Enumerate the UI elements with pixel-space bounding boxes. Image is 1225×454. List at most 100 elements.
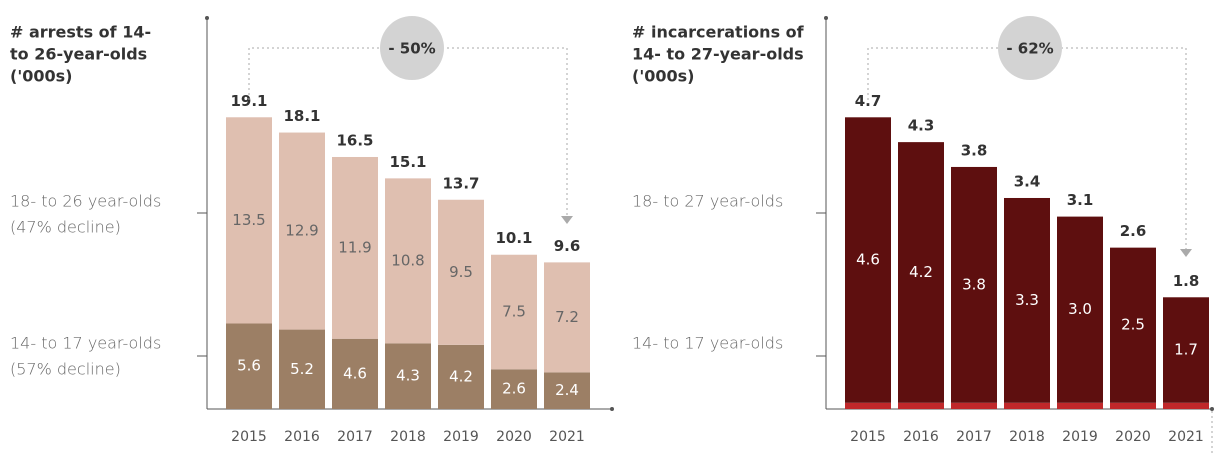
axis-dot (205, 16, 209, 20)
segment-label: 2.6 (502, 380, 526, 398)
bar-segment (845, 117, 891, 403)
total-label: 9.6 (554, 237, 581, 255)
annotation: - 62% (1006, 40, 1053, 58)
x-tick-label: 2019 (443, 429, 479, 445)
total-label: 4.7 (855, 92, 882, 110)
bar-segment (1057, 402, 1103, 409)
total-label: 4.3 (908, 117, 935, 135)
segment-label: 4.6 (856, 251, 880, 269)
chart-title: ('000s) (632, 67, 694, 86)
chart-title: # incarcerations of (632, 23, 805, 42)
bar-segment (491, 254, 537, 370)
total-label: 13.7 (442, 174, 479, 192)
bar-segment (491, 369, 537, 409)
x-tick-label: 2020 (496, 429, 532, 445)
x-tick-label: 2015 (850, 429, 886, 445)
bar-segment (226, 117, 272, 324)
total-label: 3.4 (1014, 172, 1041, 190)
arrow (1180, 249, 1192, 257)
segment-label: 7.5 (502, 303, 526, 321)
segment-label: 3.8 (962, 275, 986, 293)
legend-note: (47% decline) (10, 218, 121, 237)
segment-label: 2.5 (1121, 316, 1145, 334)
total-label: 3.8 (961, 141, 988, 159)
bar-segment (332, 156, 378, 339)
segment-label: 2.4 (555, 381, 579, 399)
axis-dot (610, 407, 614, 411)
segment-label: 5.6 (237, 357, 261, 375)
legend-label: 18- to 26 year-olds (10, 192, 161, 211)
bar-segment (1110, 402, 1156, 409)
segment-label: 10.8 (391, 251, 424, 269)
bar-segment (438, 199, 484, 345)
segment-label: 4.3 (396, 367, 420, 385)
bar-segment (226, 323, 272, 409)
x-tick-label: 2021 (549, 429, 585, 445)
bar-segment (845, 402, 891, 409)
axis-dot (1210, 407, 1214, 411)
total-label: 16.5 (336, 131, 373, 149)
segment-label: 4.6 (343, 364, 367, 382)
bar-segment (951, 402, 997, 409)
chart-title: 14- to 27-year-olds (632, 45, 804, 64)
bar-segment (385, 343, 431, 409)
bar-segment (1004, 402, 1050, 409)
legend-label: 14- to 17 year-olds (632, 334, 783, 353)
total-label: 15.1 (389, 153, 426, 171)
annotation-bubble (998, 16, 1062, 80)
arrow (561, 216, 573, 224)
x-tick-label: 2020 (1115, 429, 1151, 445)
bar-segment (279, 132, 325, 330)
segment-label: 4.2 (449, 367, 473, 385)
legend-label: 14- to 17 year-olds (10, 334, 161, 353)
total-label: 2.6 (1120, 222, 1147, 240)
bar-segment (544, 262, 590, 373)
annotation-bubble (380, 16, 444, 80)
segment-label: 3.3 (1015, 291, 1039, 309)
total-label: 18.1 (283, 107, 320, 125)
axis-dot (824, 16, 828, 20)
segment-label: 13.5 (232, 211, 265, 229)
segment-label: 11.9 (338, 238, 371, 256)
annotation: - 50% (388, 40, 435, 58)
x-tick-label: 2017 (337, 429, 373, 445)
segment-label: 1.7 (1174, 341, 1198, 359)
bar-segment (1004, 197, 1050, 403)
bar-segment (385, 178, 431, 344)
x-tick-label: 2015 (231, 429, 267, 445)
chart-title: # arrests of 14- (10, 23, 151, 42)
bar-segment (1057, 216, 1103, 403)
bar-segment (1163, 402, 1209, 409)
segment-label: 9.5 (449, 263, 473, 281)
total-label: 1.8 (1173, 272, 1200, 290)
x-tick-label: 2016 (284, 429, 320, 445)
bar-segment (544, 372, 590, 409)
total-label: 10.1 (495, 229, 532, 247)
x-tick-label: 2016 (903, 429, 939, 445)
total-label: 19.1 (230, 92, 267, 110)
bar-segment (898, 402, 944, 409)
bar-segment (1163, 297, 1209, 403)
legend-label: 18- to 27 year-olds (632, 192, 783, 211)
chart-title: to 26-year-olds (10, 45, 147, 64)
legend-note: (57% decline) (10, 360, 121, 379)
x-tick-label: 2021 (1168, 429, 1204, 445)
segment-label: 5.2 (290, 360, 314, 378)
segment-label: 4.2 (909, 263, 933, 281)
x-tick-label: 2018 (1009, 429, 1045, 445)
chart-title: ('000s) (10, 67, 72, 86)
bar-segment (898, 142, 944, 403)
segment-label: 7.2 (555, 308, 579, 326)
x-tick-label: 2019 (1062, 429, 1098, 445)
bar-segment (1110, 247, 1156, 403)
bar-segment (279, 329, 325, 409)
bar-segment (438, 344, 484, 409)
total-label: 3.1 (1067, 191, 1094, 209)
bar-segment (332, 338, 378, 409)
x-tick-label: 2018 (390, 429, 426, 445)
segment-label: 3.0 (1068, 300, 1092, 318)
segment-label: 12.9 (285, 222, 318, 240)
x-tick-label: 2017 (956, 429, 992, 445)
bar-segment (951, 166, 997, 403)
